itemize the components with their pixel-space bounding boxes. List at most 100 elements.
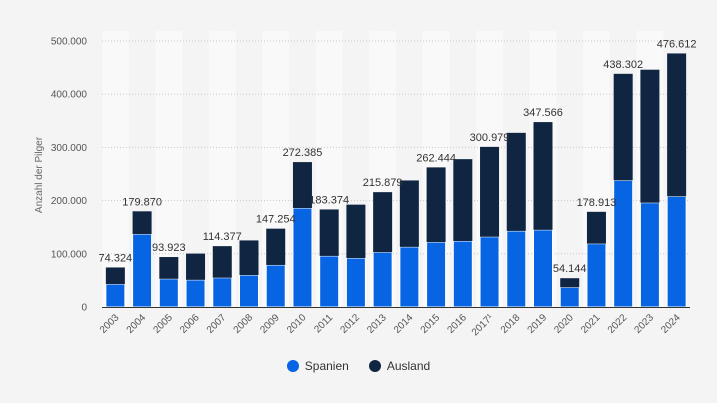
x-tick-label: 2018 [499,312,523,336]
x-tick-label: 2013 [365,312,389,336]
data-labels: 74.324 179.870 93.923 114.377 147.254 272.385… [99,38,697,275]
bar-spanien [372,251,393,308]
x-tick-label: 2019 [526,312,550,336]
data-label: 476.612 [657,38,697,50]
data-label: 114.377 [203,231,242,243]
bar-ausland [105,267,125,285]
y-tick-label: 400.000 [51,90,88,101]
bar-ausland [212,246,232,278]
legend-item-ausland[interactable]: Ausland [368,359,431,373]
bar-ausland [613,73,633,181]
data-label: 74.324 [99,252,133,264]
bar-ausland [159,257,179,279]
data-label: 438.302 [603,59,643,71]
x-tick-label: 2011 [312,312,335,335]
y-tick-label: 500.000 [51,37,88,48]
bar-spanien [345,257,366,308]
y-axis-ticks: 0 100.000 200.000 300.000 400.000 500.000 [51,37,88,314]
column-band [102,31,129,307]
data-label: 54.144 [553,263,587,275]
x-axis-ticks: 2003 2004 2005 2006 2007 2008 2009 2010 2011 2012… [98,312,683,338]
bar-ausland [480,146,500,237]
x-tick-label: 2008 [232,312,256,336]
bar-spanien [158,278,179,308]
x-tick-label: 2021 [579,312,603,336]
data-label: 179.870 [122,196,162,208]
x-tick-label: 2017¹ [470,312,496,338]
bar-spanien [319,255,340,308]
bar-ausland [239,240,259,276]
bar-ausland [186,253,206,280]
x-tick-label: 2020 [552,312,576,336]
x-tick-label: 2016 [445,312,469,336]
data-label: 300.979 [470,132,510,144]
legend: Spanien Ausland [0,359,717,373]
bar-ausland [319,209,339,256]
bar-spanien [586,243,607,308]
x-tick-label: 2004 [125,312,149,336]
bar-spanien [479,236,500,308]
x-tick-label: 2022 [606,312,630,336]
legend-label-spanien: Spanien [304,359,349,373]
bar-spanien [265,264,286,308]
y-tick-label: 0 [81,303,87,314]
bar-spanien [292,207,313,308]
bar-spanien [559,286,580,308]
bar-ausland [292,162,312,209]
data-label: 272.385 [283,147,323,159]
bar-spanien [452,240,473,308]
y-tick-label: 300.000 [51,143,88,154]
bar-ausland [560,278,580,288]
x-tick-label: 2010 [285,312,309,336]
y-tick-label: 100.000 [51,249,88,260]
bar-spanien [399,246,420,308]
bar-ausland [506,132,526,231]
data-label: 347.566 [523,107,563,119]
x-tick-label: 2012 [339,312,363,336]
data-label: 178.913 [577,197,617,209]
bar-ausland [667,53,687,197]
x-tick-label: 2005 [151,312,175,336]
data-label: 215.879 [363,177,403,189]
legend-marker-ausland [368,360,381,372]
bar-spanien [239,274,259,308]
legend-item-spanien[interactable]: Spanien [286,359,349,373]
data-label: 183.374 [309,194,349,206]
bar-ausland [373,192,393,253]
data-label: 147.254 [256,214,296,226]
bars [105,53,687,308]
bar-spanien [533,229,553,308]
bar-spanien [105,283,126,308]
x-tick-label: 2023 [633,312,657,336]
data-label: 262.444 [416,152,456,164]
y-axis-label: Anzahl der Pilger [34,136,45,213]
legend-marker-spanien [286,360,299,372]
bar-spanien [185,279,206,308]
data-label: 93.923 [152,242,186,254]
bar-ausland [426,167,446,243]
x-tick-label: 2003 [98,312,122,336]
bar-spanien [666,195,687,308]
bar-ausland [640,69,660,203]
x-tick-label: 2006 [178,312,202,336]
bar-ausland [266,228,286,265]
bar-ausland [453,159,473,242]
bar-ausland [533,122,553,230]
x-tick-label: 2015 [419,312,443,336]
legend-label-ausland: Ausland [386,359,431,373]
bar-ausland [132,211,152,235]
bar-spanien [506,230,527,308]
x-tick-label: 2024 [659,312,683,336]
bar-ausland [346,204,366,259]
y-tick-label: 200.000 [51,196,88,207]
bar-spanien [639,202,660,308]
bar-spanien [426,241,447,308]
bar-ausland [586,211,606,244]
x-tick-label: 2014 [392,312,416,336]
bar-spanien [613,179,634,308]
bar-spanien [132,233,153,308]
bar-spanien [212,277,233,308]
bar-ausland [399,180,419,247]
x-tick-label: 2007 [205,312,229,336]
